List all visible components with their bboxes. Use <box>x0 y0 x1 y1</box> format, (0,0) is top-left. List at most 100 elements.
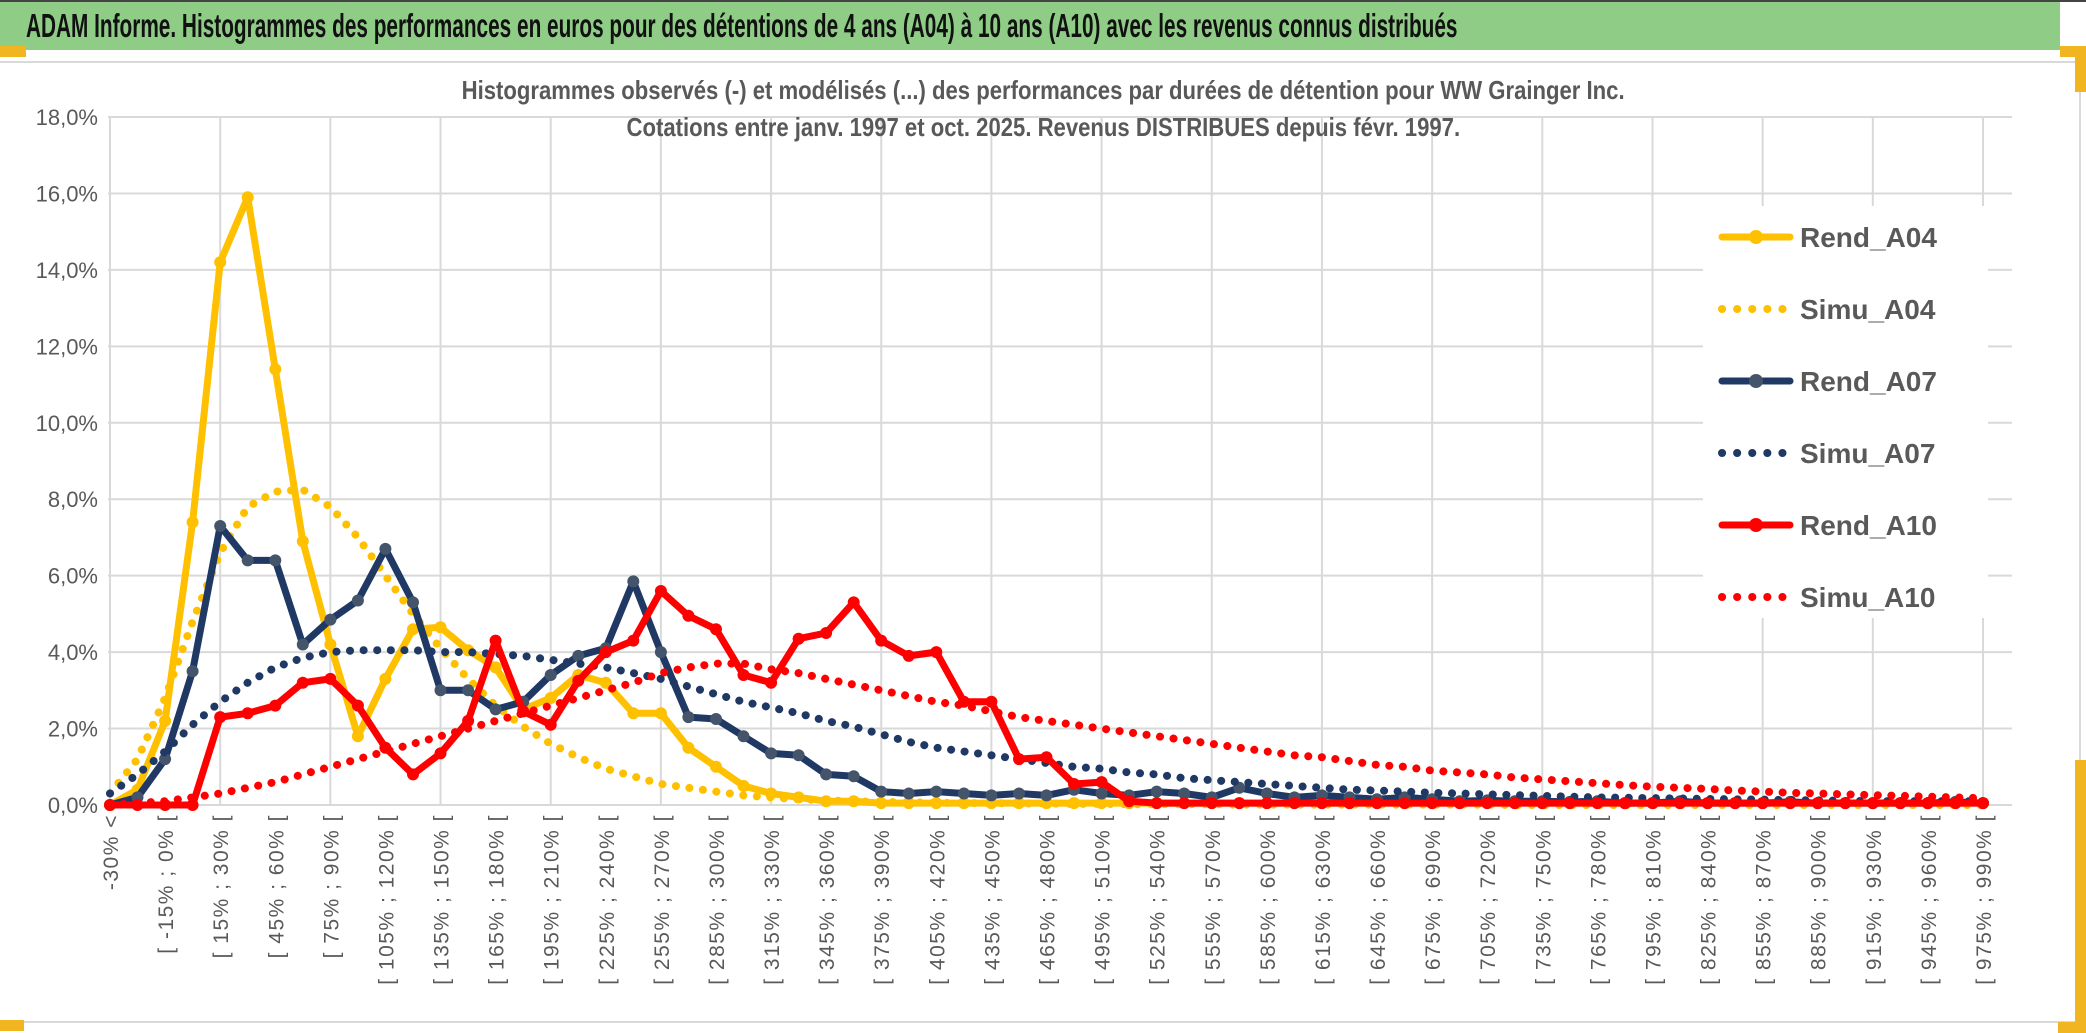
x-tick-label: [ 345% ; 360% [ <box>816 814 839 985</box>
data-point-marker <box>269 554 282 567</box>
y-tick-label: 12,0% <box>36 334 98 359</box>
legend-item-Rend_A10[interactable]: Rend_A10 <box>1718 510 1937 541</box>
data-point-marker <box>1095 787 1108 800</box>
data-point-marker <box>1123 795 1136 808</box>
y-axis-labels: 0,0% 2,0% 4,0% 6,0% 8,0% 10,0% 12,0% 14,0% 16,0%… <box>36 105 98 818</box>
data-point-marker <box>214 520 227 532</box>
data-point-marker <box>214 256 227 269</box>
legend-swatch-marker <box>1749 518 1763 532</box>
x-tick-label: [ 45% ; 60% [ <box>265 814 288 958</box>
x-tick-label: [ 465% ; 480% [ <box>1037 814 1060 985</box>
legend-label: Rend_A07 <box>1800 366 1937 397</box>
x-tick-label: [ 615% ; 630% [ <box>1312 814 1335 985</box>
data-point-marker <box>1288 797 1301 810</box>
x-tick-label: [ 165% ; 180% [ <box>486 814 509 985</box>
data-point-marker <box>930 785 943 798</box>
data-point-marker <box>544 718 557 731</box>
data-point-marker <box>1398 797 1411 810</box>
data-point-marker <box>572 674 585 687</box>
legend-item-Rend_A07[interactable]: Rend_A07 <box>1718 366 1937 397</box>
legend-swatch-marker <box>1749 230 1763 244</box>
y-tick-label: 6,0% <box>48 564 98 589</box>
title-banner: ADAM Informe. Histogrammes des performan… <box>0 2 2060 50</box>
gold-corner-top-right-h <box>2060 46 2086 57</box>
legend-item-Simu_A07[interactable]: Simu_A07 <box>1718 438 1935 469</box>
data-point-marker <box>379 672 392 685</box>
data-point-marker <box>654 585 667 597</box>
x-tick-label: [ 825% ; 840% [ <box>1698 814 1721 985</box>
series-line-Simu_A10[interactable] <box>106 659 1987 809</box>
data-point-marker <box>902 787 915 800</box>
data-point-marker <box>1426 797 1439 810</box>
data-point-marker <box>820 627 833 639</box>
data-point-marker <box>847 596 860 609</box>
x-tick-label: [ 525% ; 540% [ <box>1147 814 1170 985</box>
legend-item-Simu_A04[interactable]: Simu_A04 <box>1718 294 1936 325</box>
data-point-marker <box>985 695 998 708</box>
data-point-marker <box>682 609 695 622</box>
x-axis-labels: -30% < [ -15% ; 0% [[ 15% ; 30% [[ 45% ; … <box>100 814 1996 985</box>
data-point-marker <box>875 634 888 647</box>
data-point-marker <box>1371 797 1383 810</box>
data-point-marker <box>1729 797 1742 810</box>
data-point-marker <box>847 770 860 783</box>
data-point-marker <box>407 596 419 609</box>
data-point-marker <box>737 730 750 743</box>
y-tick-label: 0,0% <box>48 793 98 818</box>
data-point-marker <box>1260 797 1273 810</box>
data-point-marker <box>1481 797 1494 810</box>
data-point-marker <box>1068 778 1080 790</box>
x-tick-label: [ 15% ; 30% [ <box>210 814 233 958</box>
x-tick-label: [ 675% ; 690% [ <box>1422 814 1445 985</box>
x-tick-label: [ 195% ; 210% [ <box>541 814 564 985</box>
x-tick-label: [ 945% ; 960% [ <box>1918 814 1941 985</box>
data-point-marker <box>710 760 722 773</box>
data-point-marker <box>1040 751 1053 764</box>
data-point-marker <box>324 613 337 626</box>
y-tick-label: 8,0% <box>48 487 98 512</box>
y-tick-label: 4,0% <box>48 640 98 665</box>
x-tick-label: [ 495% ; 510% [ <box>1092 814 1115 985</box>
data-point-marker <box>1756 797 1769 810</box>
data-point-marker <box>462 714 475 727</box>
data-point-marker <box>627 634 640 647</box>
data-point-marker <box>296 676 309 689</box>
legend-label: Rend_A04 <box>1800 222 1937 253</box>
chart-border-right <box>2079 61 2081 1023</box>
data-point-marker <box>434 684 447 697</box>
data-point-marker <box>875 785 888 798</box>
x-tick-label: [ 555% ; 570% [ <box>1202 814 1225 985</box>
data-point-marker <box>434 621 447 634</box>
x-tick-label: [ 225% ; 240% [ <box>596 814 619 985</box>
x-tick-label: [ 645% ; 660% [ <box>1367 814 1390 985</box>
data-point-marker <box>1013 753 1025 766</box>
x-tick-label: [ 135% ; 150% [ <box>431 814 454 985</box>
data-point-marker <box>1013 787 1025 800</box>
data-point-marker <box>1618 797 1631 810</box>
data-point-marker <box>186 516 199 529</box>
series-line-Rend_A04[interactable] <box>106 193 1987 809</box>
chart-title: Histogrammes observés (-) et modélisés (… <box>0 72 2086 146</box>
data-point-marker <box>1453 797 1466 810</box>
data-point-marker <box>214 711 227 724</box>
legend-item-Rend_A04[interactable]: Rend_A04 <box>1718 222 1937 253</box>
x-tick-label: [ 315% ; 330% [ <box>761 814 784 985</box>
data-point-marker <box>1784 797 1797 810</box>
data-point-marker <box>1674 797 1686 810</box>
data-point-marker <box>985 789 998 802</box>
gold-corner-bottom-right-h <box>2058 1022 2086 1033</box>
chart-title-line2: Cotations entre janv. 1997 et oct. 2025.… <box>626 112 1460 142</box>
series-Simu_A10[interactable] <box>106 659 1987 809</box>
x-tick-label: [ 375% ; 390% [ <box>871 814 894 985</box>
chart-title-line1: Histogrammes observés (-) et modélisés (… <box>461 75 1625 105</box>
legend-background <box>1703 206 1988 618</box>
page-title: ADAM Informe. Histogrammes des performan… <box>26 7 1458 44</box>
x-tick-label: [ 585% ; 600% [ <box>1257 814 1280 985</box>
data-point-marker <box>1343 797 1356 810</box>
y-tick-label: 16,0% <box>36 181 98 206</box>
legend-item-Simu_A10[interactable]: Simu_A10 <box>1718 582 1935 613</box>
data-point-marker <box>186 799 199 811</box>
series-Rend_A10[interactable] <box>104 585 1989 811</box>
series-line-Rend_A10[interactable] <box>106 587 1987 809</box>
